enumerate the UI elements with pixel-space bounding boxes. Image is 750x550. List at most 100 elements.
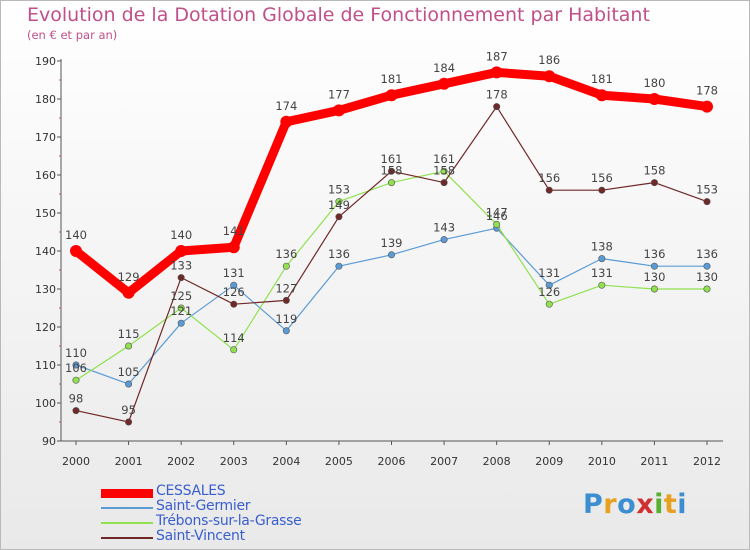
data-label: 136	[275, 247, 297, 261]
data-point	[598, 186, 606, 194]
logo-letter: i	[677, 489, 688, 520]
x-tick-label: 2008	[483, 455, 511, 468]
data-point	[125, 342, 133, 350]
y-tick-label: 140	[35, 245, 56, 258]
data-point	[70, 245, 82, 257]
y-tick-label: 130	[35, 283, 56, 296]
data-point	[598, 255, 606, 263]
data-point	[545, 281, 553, 289]
data-label: 130	[696, 270, 718, 284]
data-label: 161	[381, 152, 403, 166]
data-point	[703, 198, 711, 206]
data-point	[650, 262, 658, 270]
data-point	[335, 262, 343, 270]
data-label: 114	[223, 331, 245, 345]
data-label: 178	[696, 84, 718, 98]
data-label: 126	[223, 285, 245, 299]
x-tick-label: 2009	[535, 455, 563, 468]
data-label: 140	[170, 228, 192, 242]
logo-letter: i	[654, 489, 664, 520]
y-tick-label: 170	[35, 131, 56, 144]
data-point	[440, 167, 448, 175]
series-layer	[70, 66, 713, 426]
data-point	[230, 300, 238, 308]
x-tick-label: 2000	[62, 455, 90, 468]
data-point	[177, 304, 185, 312]
logo-letter: P	[583, 489, 604, 520]
data-point	[227, 241, 240, 254]
x-tick-label: 2006	[378, 455, 406, 468]
data-label: 186	[538, 53, 560, 67]
x-tick-label: 2012	[693, 455, 721, 468]
legend-label: CESSALES	[156, 483, 226, 499]
data-point	[125, 418, 133, 426]
data-label: 127	[275, 281, 297, 295]
data-label: 158	[433, 164, 455, 178]
y-tick-label: 150	[35, 207, 56, 220]
legend-swatch	[101, 522, 153, 524]
data-label: 98	[69, 392, 84, 406]
proxiti-logo: Proxiti	[583, 489, 687, 520]
data-point	[490, 66, 503, 79]
legend-label: Trébons-sur-la-Grasse	[156, 513, 302, 529]
data-point	[648, 93, 661, 105]
data-label: 121	[170, 304, 192, 318]
data-label: 133	[170, 259, 192, 273]
data-point	[595, 89, 608, 102]
data-point	[545, 300, 553, 308]
data-label: 105	[118, 365, 140, 379]
chart-title: Evolution de la Dotation Globale de Fonc…	[27, 4, 650, 26]
data-point	[282, 296, 290, 304]
data-point	[650, 285, 658, 293]
data-point	[703, 285, 711, 293]
legend-swatch	[101, 489, 153, 498]
data-label: 140	[65, 228, 87, 242]
data-label: 181	[381, 72, 403, 86]
data-point	[387, 251, 395, 259]
data-point	[335, 213, 343, 221]
data-label: 141	[223, 224, 245, 238]
data-point	[493, 220, 501, 228]
data-label: 136	[328, 247, 350, 261]
data-label: 125	[170, 289, 192, 303]
data-label: 180	[643, 76, 665, 90]
data-point	[280, 115, 293, 128]
data-label: 136	[643, 247, 665, 261]
data-label: 149	[328, 198, 350, 212]
data-label: 130	[643, 270, 665, 284]
data-point	[387, 179, 395, 187]
data-point	[177, 274, 185, 282]
data-point	[493, 103, 501, 111]
data-point	[387, 167, 395, 175]
data-label: 136	[696, 247, 718, 261]
axes: 90 100 110 120 130 140 150 160 170 180 190 2000 2001…	[35, 55, 723, 468]
data-point	[177, 319, 185, 327]
y-tick-label: 100	[35, 397, 56, 410]
data-point	[650, 179, 658, 187]
logo-letter: x	[636, 489, 655, 520]
data-point	[72, 407, 80, 415]
data-label: 184	[433, 61, 455, 75]
data-point	[543, 70, 556, 83]
data-label: 131	[591, 266, 613, 280]
data-point	[545, 186, 553, 194]
data-point	[125, 380, 133, 388]
data-label: 153	[328, 183, 350, 197]
data-point	[230, 281, 238, 289]
data-point	[385, 89, 398, 102]
legend-label: Saint-Germier	[156, 498, 251, 514]
y-tick-label: 110	[35, 359, 56, 372]
data-point	[230, 346, 238, 354]
x-tick-label: 2011	[640, 455, 668, 468]
data-label: 95	[121, 403, 136, 417]
x-tick-label: 2005	[325, 455, 353, 468]
data-point	[282, 262, 290, 270]
data-label: 153	[696, 183, 718, 197]
x-tick-label: 2010	[588, 455, 616, 468]
data-label: 138	[591, 240, 613, 254]
chart-subtitle: (en € et par an)	[27, 28, 118, 42]
y-tick-label: 180	[35, 93, 56, 106]
data-label: 126	[538, 285, 560, 299]
x-tick-label: 2002	[167, 455, 195, 468]
data-label: 181	[591, 72, 613, 86]
